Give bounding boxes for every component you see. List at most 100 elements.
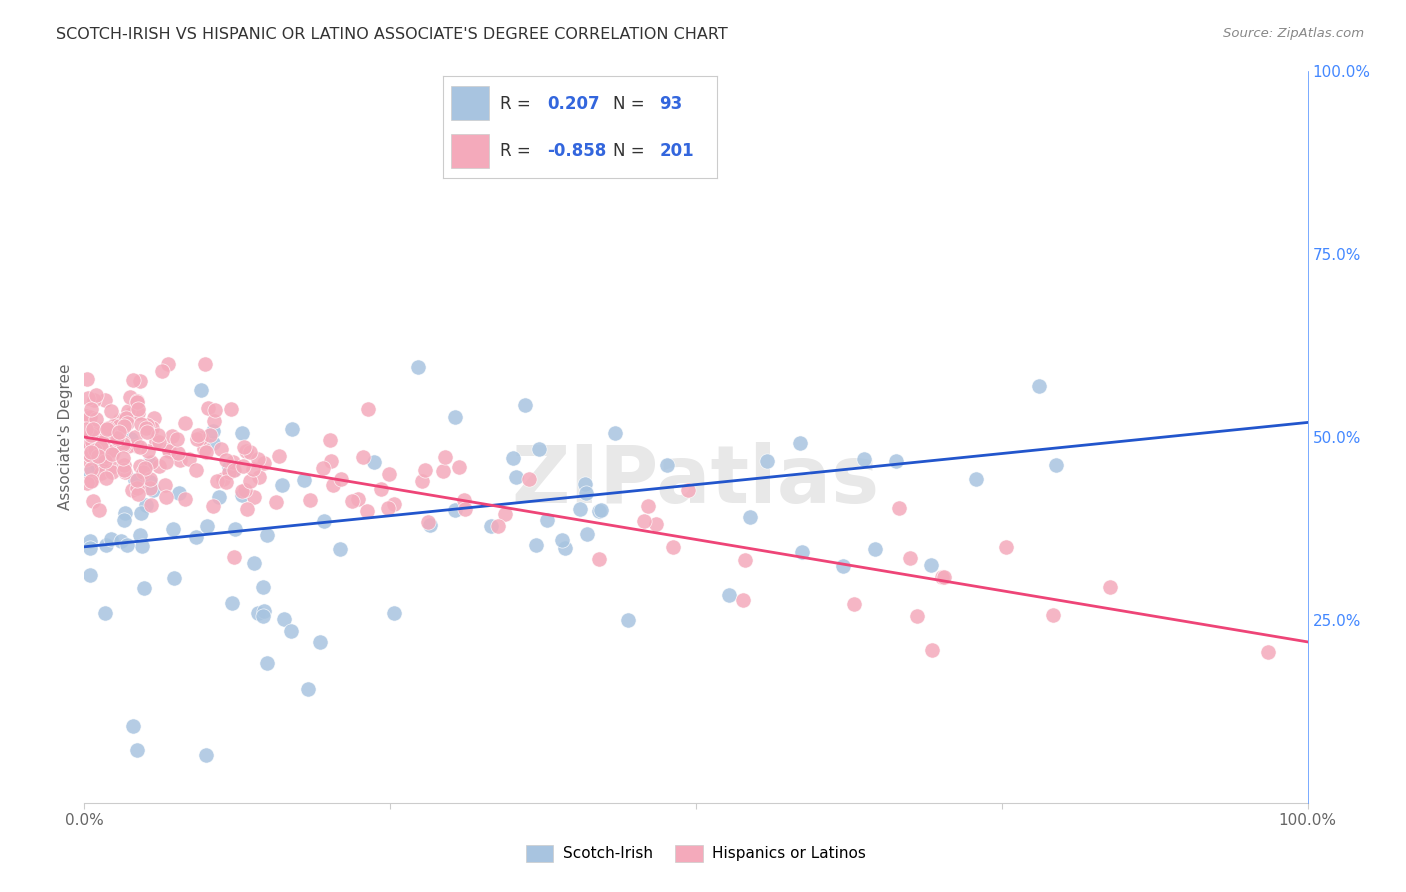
Point xyxy=(167,485,190,500)
Point xyxy=(363,455,385,469)
Point xyxy=(755,454,778,468)
Point xyxy=(125,394,148,409)
Point xyxy=(114,506,136,520)
Point xyxy=(382,607,405,621)
Point xyxy=(190,383,212,397)
Point xyxy=(432,464,454,478)
Point xyxy=(202,424,225,438)
Point xyxy=(94,392,117,407)
Point xyxy=(148,458,170,473)
Point xyxy=(100,442,122,457)
Point xyxy=(122,719,145,733)
Point xyxy=(617,613,640,627)
Point xyxy=(574,477,596,491)
Point xyxy=(118,390,141,404)
Point xyxy=(79,436,101,450)
Point xyxy=(89,424,111,438)
Point xyxy=(84,442,107,457)
Point xyxy=(246,606,269,620)
Point xyxy=(479,518,502,533)
Point xyxy=(138,456,160,470)
Point xyxy=(127,402,149,417)
Point xyxy=(100,532,122,546)
Point xyxy=(75,440,97,454)
Point xyxy=(575,526,598,541)
Text: SCOTCH-IRISH VS HISPANIC OR LATINO ASSOCIATE'S DEGREE CORRELATION CHART: SCOTCH-IRISH VS HISPANIC OR LATINO ASSOC… xyxy=(56,27,728,42)
Point xyxy=(94,538,117,552)
Point xyxy=(117,404,139,418)
Point xyxy=(125,439,148,453)
Point xyxy=(107,434,129,448)
Point xyxy=(444,503,467,517)
Point xyxy=(529,442,551,457)
Point xyxy=(198,428,221,442)
Point xyxy=(377,501,399,516)
Point xyxy=(299,493,322,508)
Point xyxy=(253,604,276,618)
Point xyxy=(162,429,184,443)
Point xyxy=(194,357,217,371)
Point xyxy=(211,472,233,486)
Point xyxy=(247,451,270,466)
Point xyxy=(256,528,278,542)
Point xyxy=(105,431,128,445)
Point xyxy=(454,501,477,516)
Point xyxy=(86,442,108,456)
Point xyxy=(965,472,987,486)
Point xyxy=(1028,379,1050,393)
Point xyxy=(127,473,149,487)
Point xyxy=(201,436,224,450)
Point xyxy=(83,393,105,408)
Point xyxy=(193,442,215,457)
Point xyxy=(502,450,524,465)
Point xyxy=(382,497,405,511)
Point xyxy=(280,624,302,639)
Point xyxy=(159,442,181,457)
Point xyxy=(127,487,149,501)
Point xyxy=(224,522,246,536)
Point xyxy=(139,498,162,512)
Point xyxy=(131,417,153,431)
Point xyxy=(1099,580,1122,594)
Point xyxy=(256,656,278,670)
Point xyxy=(222,462,245,476)
Point xyxy=(329,472,352,486)
Text: 93: 93 xyxy=(659,95,683,112)
Point xyxy=(657,458,679,472)
Point xyxy=(79,448,101,462)
Point xyxy=(309,635,332,649)
Point xyxy=(111,434,134,449)
Point xyxy=(842,597,865,611)
Point xyxy=(269,449,291,463)
Point xyxy=(676,483,699,498)
Point xyxy=(513,398,536,412)
Point xyxy=(319,434,342,448)
Point xyxy=(453,493,475,508)
Point xyxy=(637,499,659,513)
Point xyxy=(145,434,167,448)
Point xyxy=(75,409,97,424)
Point xyxy=(266,495,288,509)
Point xyxy=(139,472,162,486)
Point xyxy=(125,743,148,757)
Point xyxy=(197,401,219,416)
Text: Source: ZipAtlas.com: Source: ZipAtlas.com xyxy=(1223,27,1364,40)
Point xyxy=(413,463,436,477)
Point xyxy=(253,456,276,470)
Point xyxy=(134,460,156,475)
Point xyxy=(205,474,228,488)
Text: N =: N = xyxy=(613,95,650,112)
Point xyxy=(738,510,761,524)
Point xyxy=(79,448,101,462)
Point xyxy=(89,503,111,517)
Point xyxy=(82,473,104,487)
Point xyxy=(131,539,153,553)
Point xyxy=(131,466,153,480)
Point xyxy=(218,460,240,475)
Point xyxy=(239,475,262,489)
Point xyxy=(142,410,165,425)
Bar xyxy=(451,87,489,120)
Text: R =: R = xyxy=(501,95,537,112)
Point xyxy=(129,506,152,520)
Point xyxy=(717,588,740,602)
